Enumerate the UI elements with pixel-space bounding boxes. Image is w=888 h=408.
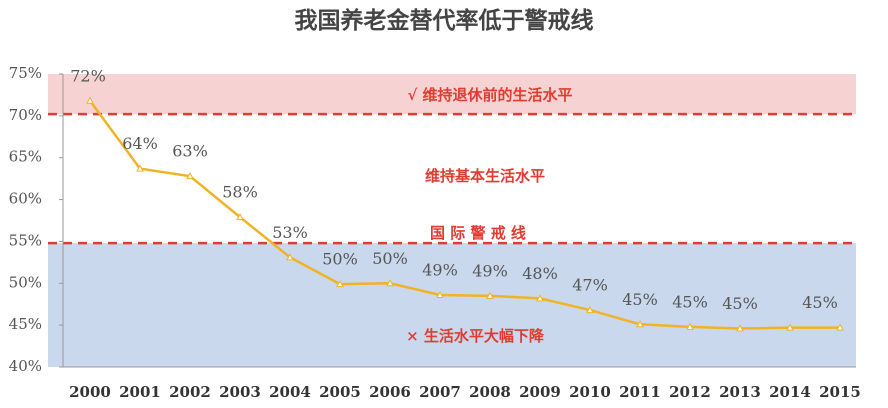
y-tick-label: 50% xyxy=(9,273,42,291)
point xyxy=(586,306,594,314)
point xyxy=(786,323,794,331)
data-label: 63% xyxy=(172,142,208,161)
x-tick-label: 2007 xyxy=(419,383,461,401)
band xyxy=(48,74,856,115)
x-tick-label: 2000 xyxy=(69,383,111,401)
data-label: 49% xyxy=(422,261,458,280)
x-tick-label: 2006 xyxy=(369,383,411,401)
y-tick-label: 45% xyxy=(9,315,42,333)
x-tick-label: 2008 xyxy=(469,383,511,401)
x-tick-label: 2010 xyxy=(569,383,611,401)
x-tick-label: 2005 xyxy=(319,383,361,401)
data-label: 58% xyxy=(222,183,258,202)
point xyxy=(636,320,644,328)
data-label: 45% xyxy=(672,292,708,311)
data-label: 49% xyxy=(472,261,508,280)
annotation: 国 际 警 戒 线 xyxy=(430,224,526,242)
x-tick-label: 2014 xyxy=(769,383,811,401)
y-tick-label: 55% xyxy=(9,231,42,249)
line xyxy=(88,100,840,330)
point xyxy=(386,279,394,287)
data-label: 50% xyxy=(322,250,358,269)
point xyxy=(136,164,144,172)
y-tick-label: 40% xyxy=(9,357,42,375)
point xyxy=(536,294,544,302)
x-tick-label: 2012 xyxy=(669,383,711,401)
data-label: 47% xyxy=(572,276,608,295)
x-tick-label: 2015 xyxy=(819,383,861,401)
data-label: 45% xyxy=(622,290,658,309)
point xyxy=(286,253,294,261)
point xyxy=(836,323,844,331)
point xyxy=(486,291,494,299)
x-tick-label: 2013 xyxy=(719,383,761,401)
x-tick-label: 2004 xyxy=(269,383,311,401)
point xyxy=(86,96,94,104)
chart-title: 我国养老金替代率低于警戒线 xyxy=(295,7,594,34)
point xyxy=(736,324,744,332)
annotation: √ 维持退休前的生活水平 xyxy=(407,86,572,104)
annotation: 维持基本生活水平 xyxy=(425,167,545,185)
x-tick-label: 2002 xyxy=(169,383,211,401)
data-label: 50% xyxy=(372,249,408,268)
y-tick-label: 60% xyxy=(9,190,42,208)
point xyxy=(336,280,344,288)
y-tick-label: 65% xyxy=(9,148,42,166)
band xyxy=(48,243,856,367)
x-tick-label: 2011 xyxy=(619,383,661,401)
x-tick-label: 2003 xyxy=(219,383,261,401)
x-tick-label: 2009 xyxy=(519,383,561,401)
point xyxy=(686,322,694,330)
data-label: 64% xyxy=(122,134,158,153)
data-label: 45% xyxy=(722,294,758,313)
data-label: 72% xyxy=(70,66,106,85)
x-tick-label: 2001 xyxy=(119,383,161,401)
y-tick-label: 70% xyxy=(9,106,42,124)
data-label: 53% xyxy=(272,223,308,242)
point xyxy=(436,290,444,299)
data-label: 48% xyxy=(522,264,558,283)
y-tick-label: 75% xyxy=(9,64,42,82)
point xyxy=(236,213,244,221)
point xyxy=(186,172,194,180)
annotation: × 生活水平大幅下降 xyxy=(406,327,545,345)
data-label: 45% xyxy=(802,293,838,312)
